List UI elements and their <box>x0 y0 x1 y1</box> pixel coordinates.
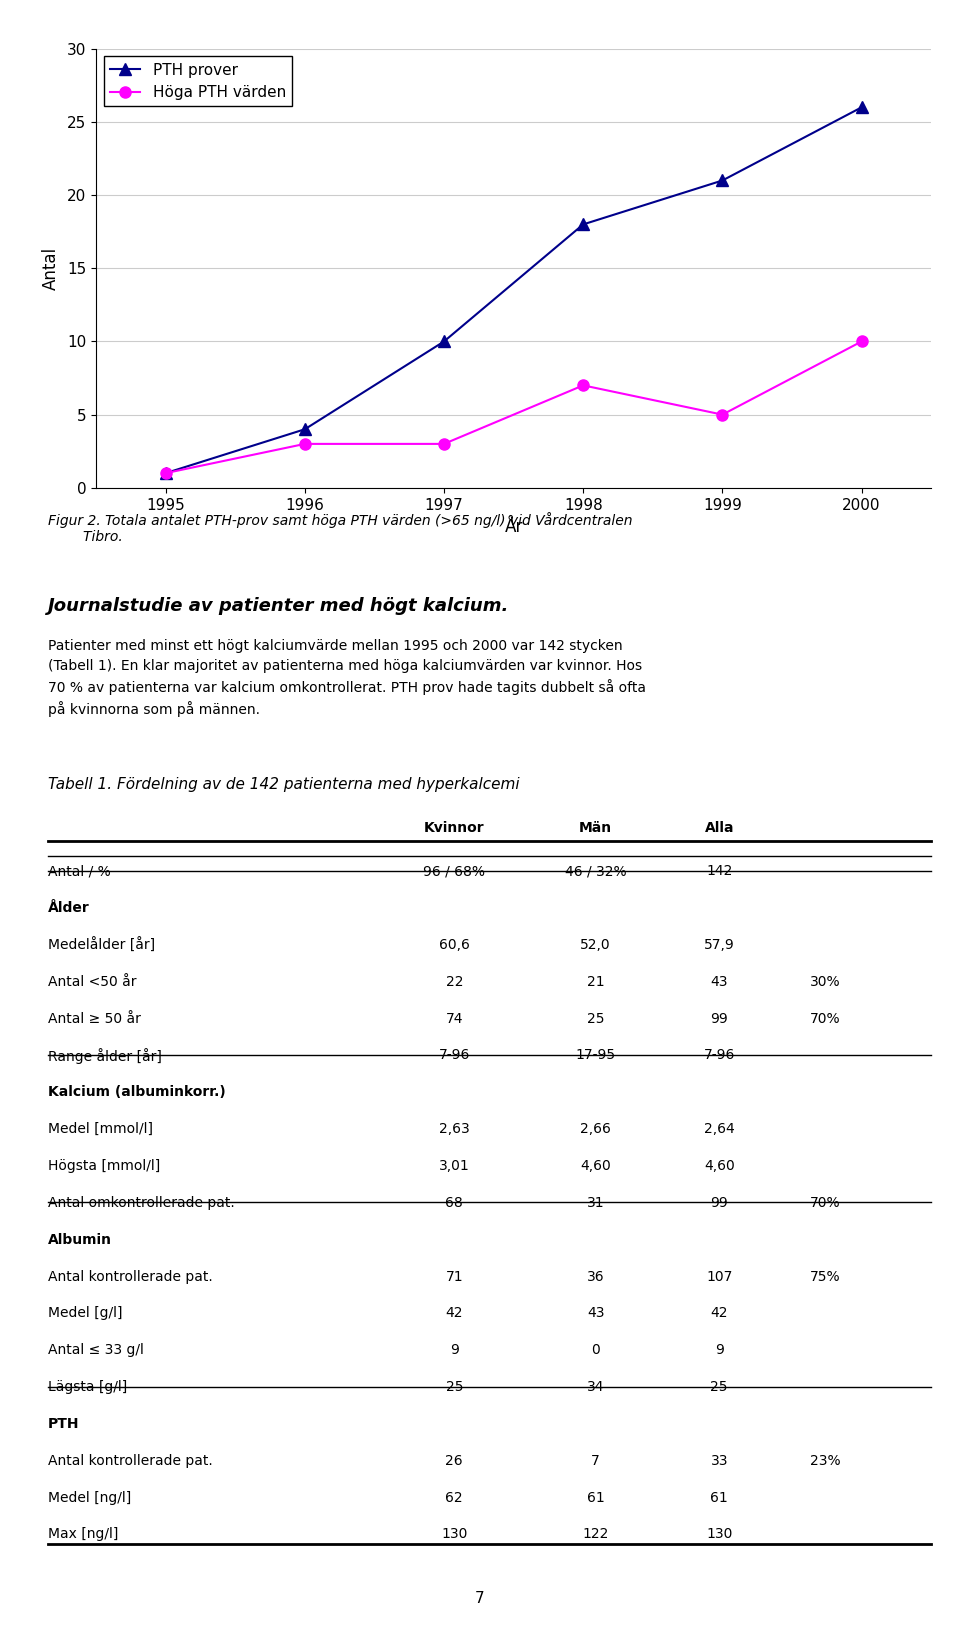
Text: 60,6: 60,6 <box>439 938 469 951</box>
Höga PTH värden <box>856 332 868 351</box>
Text: Journalstudie av patienter med högt kalcium.: Journalstudie av patienter med högt kalc… <box>48 597 510 615</box>
Text: 25: 25 <box>445 1380 463 1393</box>
Text: Kvinnor: Kvinnor <box>424 821 485 836</box>
PTH prover <box>299 420 310 439</box>
Text: 26: 26 <box>445 1454 463 1468</box>
Text: 107: 107 <box>706 1270 732 1283</box>
Text: Antal ≤ 33 g/l: Antal ≤ 33 g/l <box>48 1343 144 1358</box>
Text: 99: 99 <box>710 1011 728 1026</box>
Text: 61: 61 <box>710 1491 728 1504</box>
Text: 21: 21 <box>587 976 605 989</box>
Text: 4,60: 4,60 <box>704 1159 734 1172</box>
Text: 23%: 23% <box>810 1454 841 1468</box>
Text: Medelålder [år]: Medelålder [år] <box>48 938 156 953</box>
Text: 34: 34 <box>587 1380 605 1393</box>
Höga PTH värden <box>717 405 729 424</box>
Text: Lägsta [g/l]: Lägsta [g/l] <box>48 1380 128 1393</box>
Line: PTH prover: PTH prover <box>160 102 867 478</box>
Text: Antal ≥ 50 år: Antal ≥ 50 år <box>48 1011 141 1026</box>
Text: Antal omkontrollerade pat.: Antal omkontrollerade pat. <box>48 1195 235 1210</box>
Text: Ålder: Ålder <box>48 901 89 915</box>
Text: Antal kontrollerade pat.: Antal kontrollerade pat. <box>48 1454 213 1468</box>
Text: 17-95: 17-95 <box>576 1049 615 1062</box>
Text: Antal / %: Antal / % <box>48 865 110 878</box>
Text: 75%: 75% <box>810 1270 841 1283</box>
Text: Antal <50 år: Antal <50 år <box>48 976 136 989</box>
Text: Högsta [mmol/l]: Högsta [mmol/l] <box>48 1159 160 1172</box>
Text: 2,64: 2,64 <box>704 1122 734 1137</box>
Höga PTH värden <box>438 434 449 454</box>
Text: 57,9: 57,9 <box>704 938 734 951</box>
Text: Max [ng/l]: Max [ng/l] <box>48 1527 118 1541</box>
Text: 0: 0 <box>591 1343 600 1358</box>
Text: 7-96: 7-96 <box>704 1049 735 1062</box>
Text: 42: 42 <box>445 1306 463 1320</box>
Text: 3,01: 3,01 <box>439 1159 469 1172</box>
PTH prover <box>160 463 172 483</box>
Text: 61: 61 <box>587 1491 605 1504</box>
Text: Alla: Alla <box>705 821 734 836</box>
Text: Medel [ng/l]: Medel [ng/l] <box>48 1491 132 1504</box>
Text: 22: 22 <box>445 976 463 989</box>
Text: 74: 74 <box>445 1011 463 1026</box>
Text: 52,0: 52,0 <box>580 938 611 951</box>
Text: PTH: PTH <box>48 1416 80 1431</box>
Text: Figur 2. Totala antalet PTH-prov samt höga PTH värden (>65 ng/l) vid Vårdcentral: Figur 2. Totala antalet PTH-prov samt hö… <box>48 512 633 545</box>
Text: Medel [g/l]: Medel [g/l] <box>48 1306 123 1320</box>
Text: 142: 142 <box>706 865 732 878</box>
Text: 31: 31 <box>587 1195 605 1210</box>
Text: 62: 62 <box>445 1491 463 1504</box>
Text: 43: 43 <box>710 976 728 989</box>
Text: Range ålder [år]: Range ålder [år] <box>48 1049 162 1065</box>
Y-axis label: Antal: Antal <box>42 247 60 289</box>
Text: 36: 36 <box>587 1270 605 1283</box>
Text: 4,60: 4,60 <box>580 1159 611 1172</box>
Text: 122: 122 <box>583 1527 609 1541</box>
Text: 68: 68 <box>445 1195 463 1210</box>
Text: Tabell 1. Fördelning av de 142 patienterna med hyperkalcemi: Tabell 1. Fördelning av de 142 patienter… <box>48 777 519 792</box>
Text: 2,66: 2,66 <box>580 1122 611 1137</box>
Text: 42: 42 <box>710 1306 728 1320</box>
Höga PTH värden <box>160 463 172 483</box>
Text: Kalcium (albuminkorr.): Kalcium (albuminkorr.) <box>48 1085 226 1099</box>
PTH prover <box>438 332 449 351</box>
Text: 2,63: 2,63 <box>439 1122 469 1137</box>
Text: 96 / 68%: 96 / 68% <box>423 865 485 878</box>
PTH prover <box>856 98 868 117</box>
Text: Antal kontrollerade pat.: Antal kontrollerade pat. <box>48 1270 213 1283</box>
Text: 99: 99 <box>710 1195 728 1210</box>
Text: Män: Män <box>579 821 612 836</box>
Text: 130: 130 <box>706 1527 732 1541</box>
Text: Medel [mmol/l]: Medel [mmol/l] <box>48 1122 153 1137</box>
Höga PTH värden <box>299 434 310 454</box>
Text: 33: 33 <box>710 1454 728 1468</box>
Line: Höga PTH värden: Höga PTH värden <box>160 337 867 478</box>
Text: 70%: 70% <box>810 1011 841 1026</box>
Text: 46 / 32%: 46 / 32% <box>564 865 626 878</box>
PTH prover <box>578 215 589 234</box>
Text: 7-96: 7-96 <box>439 1049 470 1062</box>
Text: 9: 9 <box>450 1343 459 1358</box>
PTH prover <box>717 171 729 190</box>
Text: 70%: 70% <box>810 1195 841 1210</box>
Text: 7: 7 <box>591 1454 600 1468</box>
Text: Patienter med minst ett högt kalciumvärde mellan 1995 och 2000 var 142 stycken
(: Patienter med minst ett högt kalciumvärd… <box>48 639 646 717</box>
Text: 9: 9 <box>715 1343 724 1358</box>
X-axis label: År: År <box>504 519 523 537</box>
Text: 25: 25 <box>710 1380 728 1393</box>
Text: 30%: 30% <box>810 976 841 989</box>
Text: 7: 7 <box>475 1592 485 1606</box>
Text: 25: 25 <box>587 1011 605 1026</box>
Text: 71: 71 <box>445 1270 463 1283</box>
Höga PTH värden <box>578 376 589 395</box>
Text: 43: 43 <box>587 1306 605 1320</box>
Legend: PTH prover, Höga PTH värden: PTH prover, Höga PTH värden <box>104 57 292 106</box>
Text: 130: 130 <box>441 1527 468 1541</box>
Text: Albumin: Albumin <box>48 1233 112 1247</box>
